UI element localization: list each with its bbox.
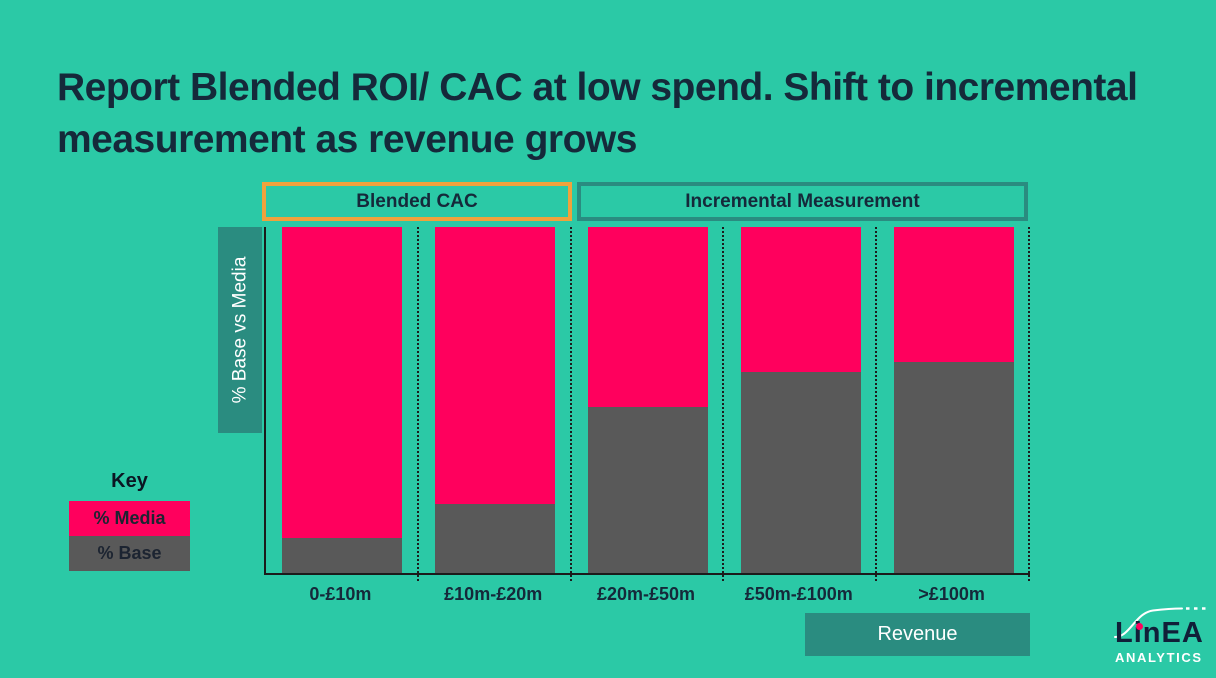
- logo-i-dot-icon: [1136, 623, 1143, 630]
- annotation-blended-cac-label: Blended CAC: [356, 190, 478, 212]
- x-tick-label: >£100m: [918, 584, 985, 604]
- logo-name: LinEA: [1115, 617, 1204, 649]
- bar-segment-media: [435, 227, 556, 504]
- logo-subtitle: ANALYTICS: [1115, 650, 1203, 665]
- bar-segment-media: [740, 227, 861, 373]
- category-separator-dotted-line: [875, 227, 878, 581]
- annotation-incremental-measurement: Incremental Measurement: [577, 182, 1028, 221]
- y-axis-label-box: % Base vs Media: [218, 227, 262, 433]
- bar-segment-base: [282, 538, 403, 573]
- logo-curve-icon: [1114, 607, 1209, 638]
- annotation-blended-cac: Blended CAC: [262, 182, 572, 221]
- bar-0-£10m: [282, 227, 403, 573]
- annotation-incremental-measurement-label: Incremental Measurement: [685, 190, 920, 212]
- bar-segment-media: [893, 227, 1014, 362]
- bar-segment-base: [588, 406, 708, 573]
- bar-segment-media: [282, 227, 403, 539]
- legend-item-base: % Base: [69, 536, 190, 571]
- x-tick-label: 0-£10m: [309, 584, 372, 604]
- category-separator-dotted-line: [1028, 227, 1030, 581]
- x-tick-label: £10m-£20m: [444, 584, 543, 604]
- bar-£10m-£20m: [435, 227, 556, 573]
- bar->£100m: [893, 227, 1014, 573]
- bar-£50m-£100m: [740, 227, 861, 573]
- bar-segment-base: [740, 372, 861, 573]
- y-axis-label: % Base vs Media: [229, 256, 251, 404]
- legend-base-label: % Base: [97, 543, 162, 563]
- plot-area: [264, 227, 1030, 581]
- x-axis-labels: 0-£10m £10m-£20m £20m-£50m £50m-£100m >£100m: [264, 584, 1030, 608]
- linea-analytics-logo: LinEA ANALYTICS: [1110, 604, 1212, 672]
- category-separator-dotted-line: [569, 227, 572, 581]
- x-tick-label: £50m-£100m: [744, 584, 853, 604]
- category-separator-dotted-line: [416, 227, 419, 581]
- legend-item-media: % Media: [69, 501, 190, 536]
- legend-media-label: % Media: [93, 508, 166, 528]
- x-tick-label: £20m-£50m: [596, 584, 696, 604]
- bar-£20m-£50m: [588, 227, 708, 573]
- bar-segment-base: [893, 361, 1014, 573]
- slide-title: Report Blended ROI/ CAC at low spend. Sh…: [57, 66, 1138, 161]
- x-axis-title-box: Revenue: [805, 613, 1030, 656]
- legend-title: Key: [111, 470, 148, 492]
- bar-segment-media: [588, 227, 708, 407]
- category-separator-dotted-line: [722, 227, 725, 581]
- bar-segment-base: [435, 503, 556, 573]
- x-axis-title: Revenue: [877, 623, 958, 645]
